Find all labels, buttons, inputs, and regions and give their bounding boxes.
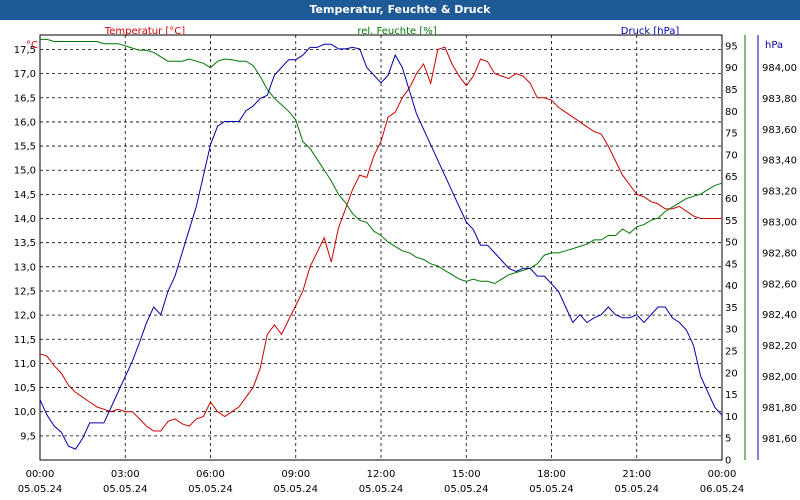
hum-tick-label: 55 xyxy=(725,216,738,227)
temp-tick-label: 17,5 xyxy=(14,45,36,56)
press-tick-label: 984,00 xyxy=(762,63,797,74)
press-tick-label: 983,80 xyxy=(762,94,797,105)
hum-tick-label: 5 xyxy=(725,434,731,445)
temp-tick-label: 11,5 xyxy=(14,335,36,346)
hum-tick-label: 0 xyxy=(725,456,731,467)
hum-tick-label: 60 xyxy=(725,194,738,205)
chart: 00:00 05.05.24 03:00 05.05.24 06:00 05.05.24 0… xyxy=(14,26,797,495)
press-unit: hPa xyxy=(765,40,783,51)
x-tick-time: 09:00 xyxy=(281,469,310,480)
hum-tick-label: 85 xyxy=(725,85,738,96)
hum-tick-label: 70 xyxy=(725,150,738,161)
hum-tick-label: 50 xyxy=(725,238,738,249)
temp-tick-label: 16,0 xyxy=(14,117,36,128)
press-tick-label: 981,80 xyxy=(762,403,797,414)
press-tick-label: 983,40 xyxy=(762,156,797,167)
press-tick-label: 982,40 xyxy=(762,310,797,321)
x-tick-time: 12:00 xyxy=(367,469,396,480)
x-tick-date: 05.05.24 xyxy=(103,484,148,495)
x-tick-time: 15:00 xyxy=(452,469,481,480)
hum-tick-label: 25 xyxy=(725,347,738,358)
temp-tick-label: 15,0 xyxy=(14,166,36,177)
x-tick-time: 18:00 xyxy=(537,469,566,480)
x-tick-date: 05.05.24 xyxy=(18,484,63,495)
temp-tick-label: 12,5 xyxy=(14,286,36,297)
series-line-press xyxy=(39,43,723,450)
hum-tick-label: 75 xyxy=(725,129,738,140)
x-tick-time: 03:00 xyxy=(111,469,140,480)
press-tick-label: 982,60 xyxy=(762,279,797,290)
x-tick-time: 21:00 xyxy=(622,469,651,480)
hum-tick-label: 15 xyxy=(725,390,738,401)
temp-tick-label: 16,5 xyxy=(14,93,36,104)
temp-tick-label: 11,0 xyxy=(14,359,36,370)
x-tick-time: 00:00 xyxy=(708,469,737,480)
temp-tick-label: 13,5 xyxy=(14,238,36,249)
temp-tick-label: 10,0 xyxy=(14,407,36,418)
hum-tick-label: 80 xyxy=(725,107,738,118)
press-tick-label: 982,20 xyxy=(762,341,797,352)
x-tick-date: 05.05.24 xyxy=(188,484,233,495)
hum-tick-label: 20 xyxy=(725,368,738,379)
hum-tick-label: 95 xyxy=(725,41,738,52)
temp-tick-label: 17,0 xyxy=(14,69,36,80)
temp-tick-label: 9,5 xyxy=(20,431,36,442)
x-tick-date: 05.05.24 xyxy=(444,484,489,495)
series-line-hum xyxy=(40,38,723,285)
x-tick-time: 00:00 xyxy=(26,469,55,480)
press-tick-label: 982,00 xyxy=(762,372,797,383)
press-tick-label: 982,80 xyxy=(762,248,797,259)
temp-tick-label: 12,0 xyxy=(14,311,36,322)
hum-tick-label: 90 xyxy=(725,63,738,74)
x-tick-date: 05.05.24 xyxy=(614,484,659,495)
hum-tick-label: 45 xyxy=(725,259,738,270)
temp-tick-label: 10,5 xyxy=(14,383,36,394)
window-title: Temperatur, Feuchte & Druck xyxy=(0,0,800,20)
temp-tick-label: 13,0 xyxy=(14,262,36,273)
series-line-temp xyxy=(39,46,722,432)
hum-tick-label: 30 xyxy=(725,325,738,336)
temp-tick-label: 15,5 xyxy=(14,142,36,153)
x-tick-date: 06.05.24 xyxy=(700,484,745,495)
press-tick-label: 983,00 xyxy=(762,218,797,229)
hum-tick-label: 10 xyxy=(725,412,738,423)
hum-tick-label: 35 xyxy=(725,303,738,314)
temp-axis-label: Temperatur [°C] xyxy=(104,26,185,37)
x-tick-date: 05.05.24 xyxy=(273,484,318,495)
hum-tick-label: 40 xyxy=(725,281,738,292)
temp-unit: °C xyxy=(26,40,38,51)
press-tick-label: 981,60 xyxy=(762,434,797,445)
x-tick-time: 06:00 xyxy=(196,469,225,480)
press-tick-label: 983,20 xyxy=(762,187,797,198)
x-tick-date: 05.05.24 xyxy=(529,484,574,495)
temp-tick-label: 14,5 xyxy=(14,190,36,201)
press-tick-label: 983,60 xyxy=(762,125,797,136)
hum-tick-label: 65 xyxy=(725,172,738,183)
x-tick-date: 05.05.24 xyxy=(359,484,404,495)
press-axis-label: Druck [hPa] xyxy=(621,26,680,37)
hum-axis-label: rel. Feuchte [%] xyxy=(357,26,436,37)
temp-tick-label: 14,0 xyxy=(14,214,36,225)
